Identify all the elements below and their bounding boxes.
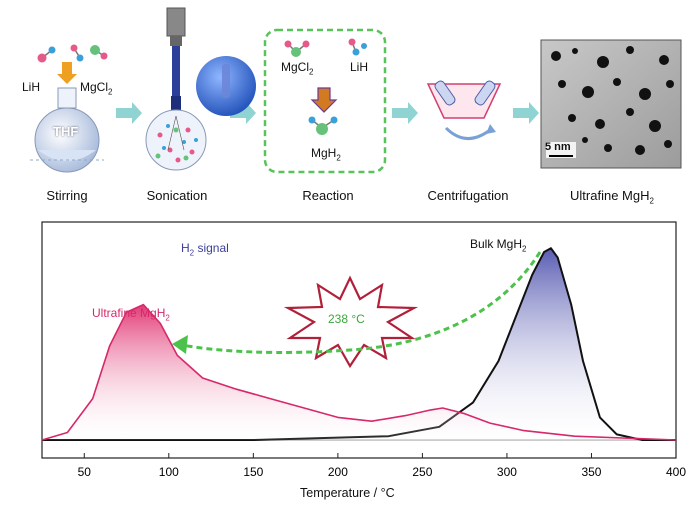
bulk-mgh2-curve-fill: [42, 248, 676, 440]
x-tick-label: 50: [78, 465, 92, 479]
x-tick-label: 100: [159, 465, 179, 479]
shift-arrow-head: [172, 335, 188, 354]
sonicator-icon: [145, 7, 207, 171]
step-arrow-3: [392, 102, 418, 124]
x-tick-label: 300: [497, 465, 517, 479]
bulk-mgh2-label: Bulk MgH2: [470, 237, 527, 254]
x-axis-ticks: 50 100 150 200 250 300 350 400: [78, 453, 686, 479]
stirring-molecules: [37, 44, 108, 63]
reaction-reactant-mgcl2: MgCl2: [281, 60, 314, 77]
reaction-product-mgh2: MgH2: [311, 146, 341, 163]
stirring-reagent-lih: LiH: [22, 80, 41, 94]
starburst-shape: [283, 275, 419, 369]
tem-scale-label: 5 nm: [545, 141, 571, 153]
step-label-centrifugation: Centrifugation: [427, 188, 509, 203]
tem-image: [540, 39, 682, 169]
ultrafine-mgh2-label: Ultrafine MgH2: [92, 306, 170, 323]
ultrafine-mgh2-curve-fill: [42, 304, 676, 440]
reaction-box: [263, 28, 387, 174]
step-label-stirring: Stirring: [46, 188, 88, 203]
stirring-reagent-mgcl2: MgCl2: [80, 80, 113, 97]
centrifuge-icon: [426, 80, 502, 140]
x-tick-label: 200: [328, 465, 348, 479]
step-label-reaction: Reaction: [302, 188, 354, 203]
x-tick-label: 350: [581, 465, 601, 479]
h2-signal-label: H2 signal: [181, 241, 229, 258]
step-arrow-2: [230, 102, 256, 124]
plot-curves: [41, 247, 677, 441]
x-axis-title: Temperature / °C: [300, 486, 395, 500]
synthesis-schematic: [30, 7, 682, 174]
x-tick-label: 400: [666, 465, 686, 479]
step-label-sonication: Sonication: [146, 188, 208, 203]
ultrafine-mgh2-curve: [41, 303, 677, 441]
reaction-molecules: [284, 38, 367, 135]
step-arrow-1: [116, 102, 142, 124]
shift-temperature-label: 238 °C: [328, 312, 365, 326]
step-label-ultrafine: Ultrafine MgH2: [570, 188, 654, 206]
step-arrow-4: [513, 102, 539, 124]
x-tick-label: 150: [243, 465, 263, 479]
shift-arrow: [181, 251, 542, 354]
x-tick-label: 250: [412, 465, 432, 479]
flask-solvent-label: THF: [53, 124, 79, 139]
reaction-reactant-lih: LiH: [350, 60, 369, 74]
flask-icon: [34, 87, 100, 173]
stirring-arrow: [57, 62, 77, 84]
plot-frame: [41, 221, 677, 459]
